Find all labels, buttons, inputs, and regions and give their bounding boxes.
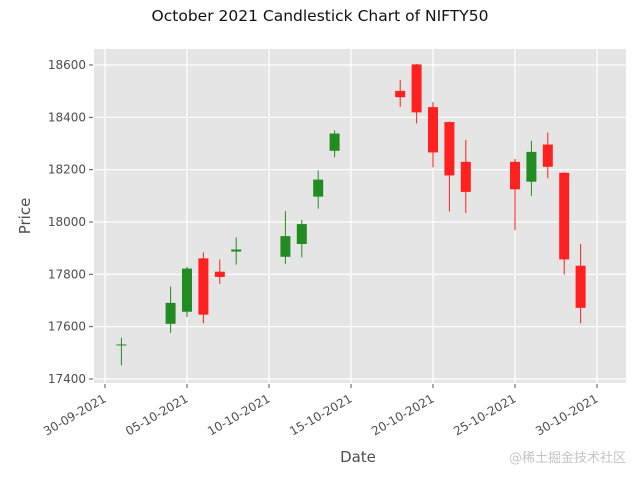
candle-body-up <box>526 151 537 182</box>
candle-body-up <box>231 249 242 252</box>
y-tick-label: 18200 <box>48 163 86 177</box>
y-axis: 17400 17600 17800 18000 18200 18400 18600 <box>48 58 93 386</box>
y-tick-label: 18400 <box>48 110 86 124</box>
candle-body-up <box>329 133 340 151</box>
x-axis: 30-09-2021 05-10-2021 10-10-2021 15-10-2021… <box>41 384 601 438</box>
candle <box>280 211 291 264</box>
candle <box>428 102 438 168</box>
candle-body-down <box>214 271 225 277</box>
candle-body-down <box>542 144 553 167</box>
candle-body-up <box>182 268 192 312</box>
candle-body-down <box>428 107 438 153</box>
x-tick-label: 30-10-2021 <box>533 391 600 438</box>
y-tick-label: 17400 <box>48 372 86 386</box>
x-tick-label: 30-09-2021 <box>41 391 108 438</box>
candle-body-down <box>575 265 586 308</box>
candle <box>214 259 225 285</box>
candle-body-up <box>165 302 176 324</box>
candle-body-down <box>444 122 455 176</box>
candle <box>575 243 586 324</box>
y-tick-label: 17600 <box>48 320 86 334</box>
candle <box>460 139 471 214</box>
candle-body-down <box>411 64 422 113</box>
candle <box>231 237 242 265</box>
candle <box>510 158 520 231</box>
candle <box>165 286 176 333</box>
candle <box>198 252 209 324</box>
candle <box>395 79 406 107</box>
chart-title: October 2021 Candlestick Chart of NIFTY5… <box>151 7 489 25</box>
candles <box>116 63 586 366</box>
candle-body-up <box>296 224 307 244</box>
candle-body-down <box>460 161 471 192</box>
x-tick-label: 15-10-2021 <box>287 391 354 438</box>
candle <box>444 121 455 212</box>
candle <box>542 132 553 179</box>
y-tick-label: 18600 <box>48 58 86 72</box>
x-axis-label: Date <box>340 448 376 466</box>
candle <box>116 337 127 366</box>
candle <box>329 130 340 158</box>
candle <box>526 140 537 196</box>
watermark: @稀土掘金技术社区 <box>508 451 626 466</box>
candle-body-down <box>559 172 570 260</box>
candle-body-down <box>198 258 209 315</box>
candle-body-down <box>395 90 406 98</box>
y-tick-label: 18000 <box>48 215 86 229</box>
candle <box>313 170 324 209</box>
candle-body-up <box>313 179 324 197</box>
plot-area <box>94 49 626 383</box>
y-tick-label: 17800 <box>48 267 86 281</box>
x-tick-label: 20-10-2021 <box>369 391 436 438</box>
x-tick-label: 05-10-2021 <box>123 391 190 438</box>
candle <box>559 172 570 275</box>
y-axis-label: Price <box>16 198 34 235</box>
candle-body-down <box>510 161 520 190</box>
candle <box>296 219 307 258</box>
candle-body-up <box>116 344 127 346</box>
candle-body-up <box>280 236 291 257</box>
x-tick-label: 25-10-2021 <box>451 391 518 438</box>
x-tick-label: 10-10-2021 <box>205 391 272 438</box>
candle <box>411 63 422 124</box>
candle <box>182 266 192 317</box>
